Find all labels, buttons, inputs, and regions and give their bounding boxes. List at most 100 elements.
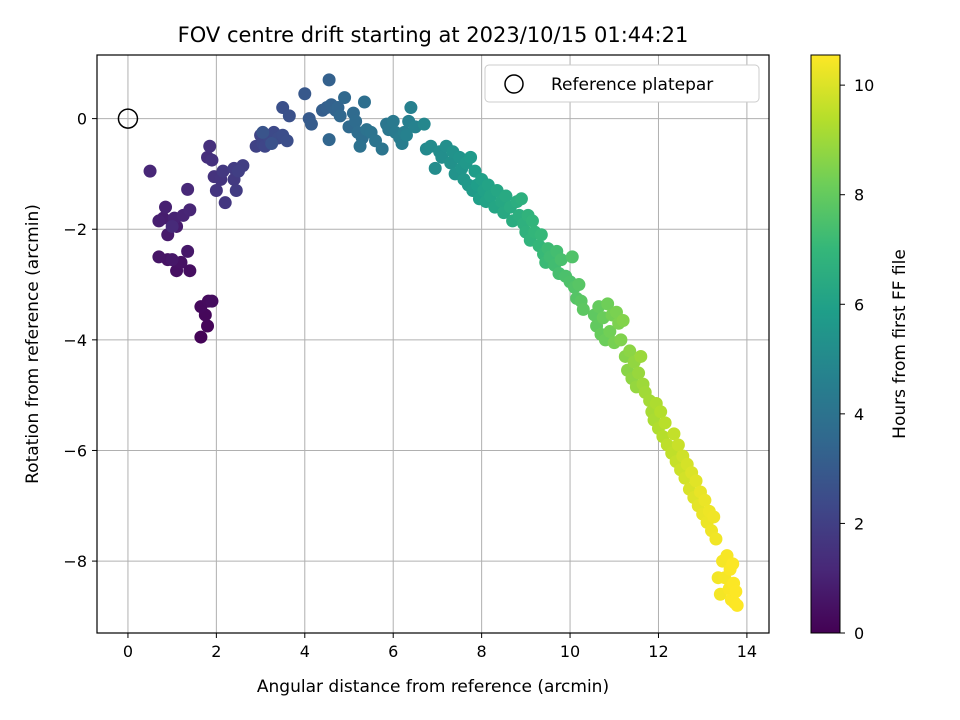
y-axis-label: Rotation from reference (arcmin) — [23, 204, 43, 484]
colorbar-tick-label: 0 — [854, 624, 864, 643]
colorbar-tick-label: 10 — [854, 76, 874, 95]
colorbar-tick-label: 2 — [854, 514, 864, 533]
data-point — [322, 73, 336, 87]
legend-marker — [504, 74, 524, 94]
y-tick-label: −2 — [63, 220, 87, 239]
data-point — [256, 125, 270, 139]
data-point — [404, 101, 418, 115]
data-point — [143, 164, 157, 178]
data-point — [671, 438, 685, 452]
axis-ticks: 0 2 4 6 8 10 12 14 0 −2 −4 −6 −8 — [63, 110, 757, 661]
data-point — [216, 164, 230, 178]
data-point — [667, 427, 681, 441]
data-point — [203, 139, 217, 153]
data-point — [603, 325, 617, 339]
data-point — [623, 344, 637, 358]
data-point — [658, 416, 672, 430]
data-point — [183, 203, 197, 217]
data-point — [194, 330, 208, 344]
colorbar: 0 2 4 6 8 10 Hours from first FF file — [810, 54, 910, 643]
data-point — [572, 278, 586, 292]
data-point — [499, 189, 513, 203]
data-point — [726, 557, 740, 571]
data-point — [205, 294, 219, 308]
data-point — [417, 117, 431, 131]
y-tick-label: −8 — [63, 552, 87, 571]
data-point — [399, 128, 413, 142]
data-point — [707, 510, 721, 524]
x-tick-label: 2 — [211, 642, 221, 661]
colorbar-tick-label: 6 — [854, 295, 864, 314]
data-point — [689, 474, 703, 488]
x-tick-label: 6 — [388, 642, 398, 661]
data-point — [152, 214, 166, 228]
x-tick-label: 12 — [648, 642, 668, 661]
data-point — [165, 253, 179, 267]
data-point — [616, 313, 630, 327]
data-point — [353, 139, 367, 153]
colorbar-tick-label: 8 — [854, 186, 864, 205]
data-point — [333, 109, 347, 123]
data-point — [205, 153, 219, 167]
data-point — [709, 532, 723, 546]
data-point — [231, 164, 245, 178]
data-point — [152, 250, 166, 264]
data-point — [282, 109, 296, 123]
data-point — [730, 598, 744, 612]
data-point — [181, 244, 195, 258]
data-points — [117, 73, 744, 612]
data-point — [209, 184, 223, 198]
data-point — [265, 136, 279, 150]
data-point — [386, 114, 400, 128]
data-point — [729, 585, 743, 599]
data-point — [632, 366, 646, 380]
x-tick-label: 14 — [737, 642, 757, 661]
data-point — [229, 184, 243, 198]
data-point — [375, 142, 389, 156]
data-point — [698, 493, 712, 507]
data-point — [298, 87, 312, 101]
data-point — [165, 219, 179, 233]
y-tick-label: −4 — [63, 331, 87, 350]
data-point — [183, 264, 197, 278]
data-point — [280, 134, 294, 148]
chart-title: FOV centre drift starting at 2023/10/15 … — [178, 23, 689, 47]
colorbar-gradient — [810, 54, 841, 634]
data-point — [634, 349, 648, 363]
data-point — [554, 253, 568, 267]
data-point — [514, 192, 528, 206]
data-point — [322, 133, 336, 147]
data-point — [338, 91, 352, 105]
data-point — [565, 250, 579, 264]
data-point — [654, 405, 668, 419]
reference-platepar-marker — [117, 108, 139, 129]
data-point — [576, 302, 590, 316]
data-point — [201, 319, 215, 333]
legend-entry-reference: Reference platepar — [551, 75, 713, 95]
colorbar-ticks: 0 2 4 6 8 10 — [840, 76, 874, 643]
data-point — [304, 117, 318, 131]
data-point — [428, 161, 442, 175]
data-point — [357, 95, 371, 109]
y-tick-label: 0 — [77, 110, 87, 129]
x-axis-label: Angular distance from reference (arcmin) — [257, 677, 609, 697]
data-point — [614, 333, 628, 347]
x-tick-label: 4 — [300, 642, 310, 661]
data-point — [349, 114, 363, 128]
data-point — [534, 228, 548, 242]
data-point — [181, 182, 195, 196]
data-point — [464, 150, 478, 164]
data-point — [159, 200, 173, 214]
grid-lines — [97, 55, 769, 633]
plot-frame — [96, 54, 770, 634]
colorbar-label: Hours from first FF file — [890, 249, 910, 439]
x-tick-label: 0 — [123, 642, 133, 661]
y-tick-label: −6 — [63, 441, 87, 460]
data-point — [601, 297, 615, 311]
colorbar-tick-label: 4 — [854, 405, 864, 424]
legend-box — [484, 64, 760, 103]
x-tick-label: 10 — [560, 642, 580, 661]
legend: Reference platepar — [484, 64, 760, 103]
x-tick-label: 8 — [477, 642, 487, 661]
